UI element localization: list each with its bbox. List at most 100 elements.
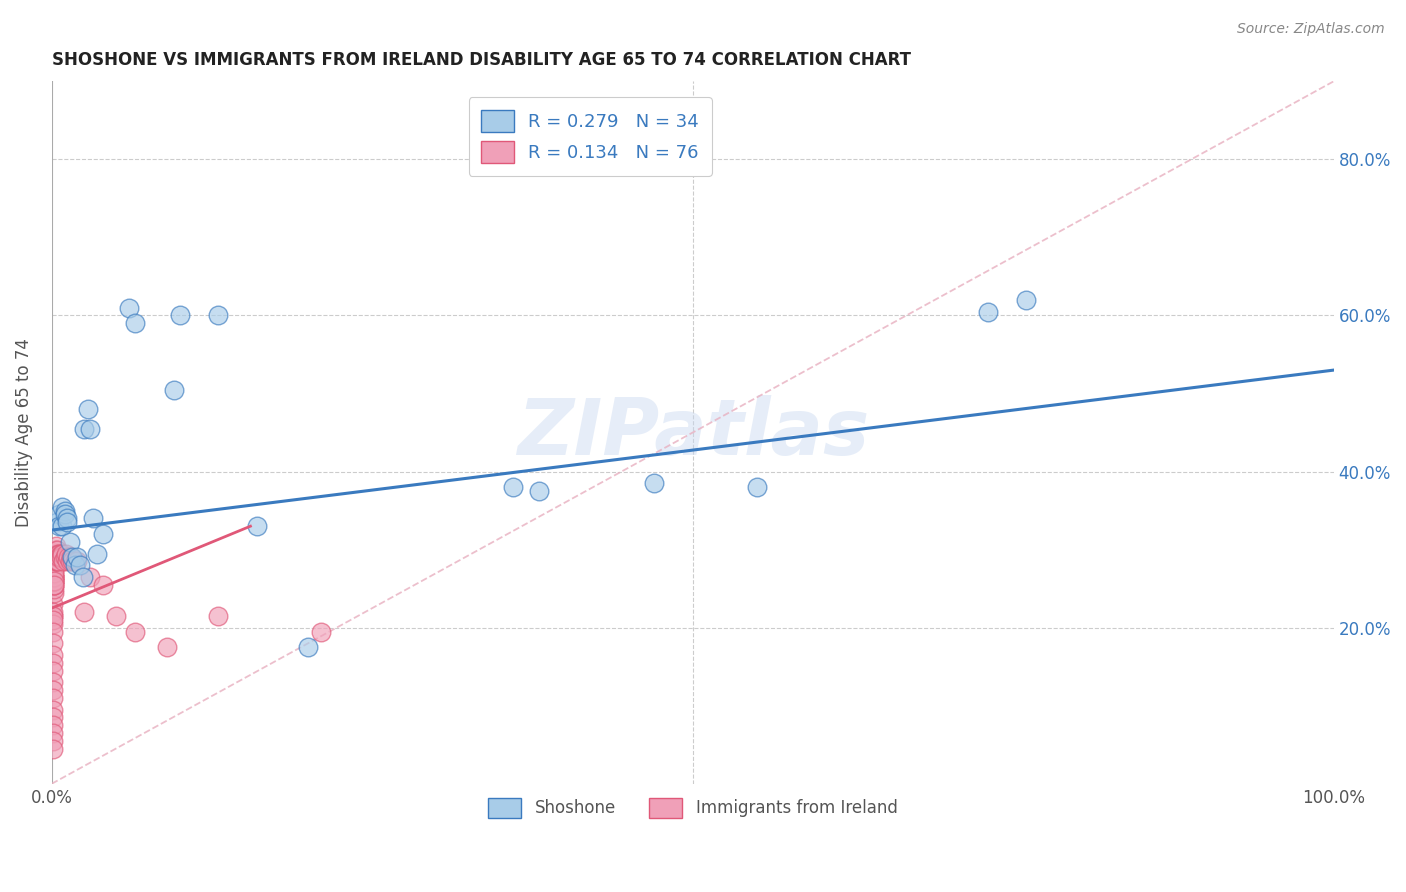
Point <box>49 550 72 565</box>
Point <box>44 582 66 596</box>
Point <box>44 574 66 588</box>
Point <box>52 554 75 568</box>
Point <box>63 554 86 568</box>
Text: SHOSHONE VS IMMIGRANTS FROM IRELAND DISABILITY AGE 65 TO 74 CORRELATION CHART: SHOSHONE VS IMMIGRANTS FROM IRELAND DISA… <box>52 51 911 69</box>
Point <box>42 675 65 690</box>
Point <box>42 690 65 705</box>
Point <box>51 547 73 561</box>
Point <box>53 508 76 522</box>
Point <box>745 480 768 494</box>
Point <box>502 480 524 494</box>
Point <box>42 613 65 627</box>
Point <box>45 542 67 557</box>
Point <box>44 566 66 580</box>
Point <box>51 500 73 514</box>
Point <box>42 710 65 724</box>
Point <box>42 734 65 748</box>
Point <box>69 558 91 573</box>
Point <box>82 511 104 525</box>
Point <box>207 609 229 624</box>
Point <box>59 554 82 568</box>
Point <box>45 542 67 557</box>
Point <box>42 683 65 698</box>
Y-axis label: Disability Age 65 to 74: Disability Age 65 to 74 <box>15 338 32 527</box>
Point <box>51 519 73 533</box>
Point <box>118 301 141 315</box>
Point <box>73 422 96 436</box>
Point <box>1015 293 1038 307</box>
Point <box>79 570 101 584</box>
Point <box>42 597 65 611</box>
Point <box>44 574 66 588</box>
Point <box>42 616 65 631</box>
Point <box>104 609 127 624</box>
Point <box>207 309 229 323</box>
Point <box>44 585 66 599</box>
Point <box>44 578 66 592</box>
Point <box>45 539 67 553</box>
Point <box>55 547 77 561</box>
Point <box>46 550 69 565</box>
Point <box>60 550 83 565</box>
Point <box>46 547 69 561</box>
Point <box>45 547 67 561</box>
Point <box>63 558 86 573</box>
Point <box>45 547 67 561</box>
Point <box>42 648 65 662</box>
Point <box>162 383 184 397</box>
Point <box>42 741 65 756</box>
Point <box>45 554 67 568</box>
Point <box>53 550 76 565</box>
Point <box>48 519 70 533</box>
Point <box>42 703 65 717</box>
Point <box>56 516 79 530</box>
Point <box>44 570 66 584</box>
Point <box>86 547 108 561</box>
Point <box>56 511 79 525</box>
Point <box>309 624 332 639</box>
Point <box>73 605 96 619</box>
Point <box>45 550 67 565</box>
Point <box>44 574 66 588</box>
Point <box>79 422 101 436</box>
Point <box>45 516 67 530</box>
Point <box>45 547 67 561</box>
Point <box>124 624 146 639</box>
Point <box>42 609 65 624</box>
Point <box>76 402 98 417</box>
Point <box>44 570 66 584</box>
Point <box>45 550 67 565</box>
Point <box>59 534 82 549</box>
Point <box>42 664 65 678</box>
Point <box>49 547 72 561</box>
Point <box>46 554 69 568</box>
Point <box>42 718 65 732</box>
Point <box>246 519 269 533</box>
Point <box>976 304 998 318</box>
Point <box>60 554 83 568</box>
Point <box>44 578 66 592</box>
Point <box>156 640 179 655</box>
Point <box>42 624 65 639</box>
Point <box>44 562 66 576</box>
Point <box>45 550 67 565</box>
Point <box>58 550 80 565</box>
Point <box>297 640 319 655</box>
Point <box>66 554 89 568</box>
Point <box>42 656 65 670</box>
Point <box>44 570 66 584</box>
Point <box>44 562 66 576</box>
Point <box>59 550 82 565</box>
Point <box>48 508 70 522</box>
Point <box>42 636 65 650</box>
Point <box>48 547 70 561</box>
Text: ZIPatlas: ZIPatlas <box>516 394 869 471</box>
Point <box>42 609 65 624</box>
Point <box>44 566 66 580</box>
Point <box>527 484 550 499</box>
Text: Source: ZipAtlas.com: Source: ZipAtlas.com <box>1237 22 1385 37</box>
Point <box>44 570 66 584</box>
Point <box>169 309 191 323</box>
Point <box>45 554 67 568</box>
Point <box>45 542 67 557</box>
